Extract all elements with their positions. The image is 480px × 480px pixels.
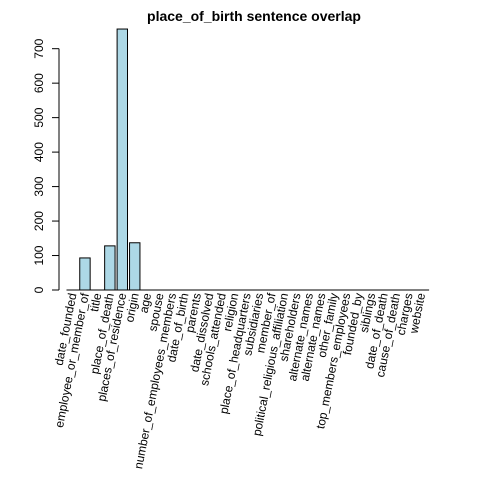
y-tick-label: 0	[32, 286, 46, 293]
bars-group	[66, 28, 430, 291]
y-tick-label: 300	[32, 176, 46, 196]
bar-employee-or-member-of	[79, 257, 91, 291]
x-tick-label: origin	[122, 292, 141, 323]
y-tick-label: 100	[32, 245, 46, 265]
bar-places-of-residence	[116, 28, 128, 291]
x-tick-label: title	[87, 292, 104, 313]
x-tick-label: age	[137, 292, 155, 315]
category-labels: date_foundedemployee_or_member_oftitlepl…	[52, 291, 428, 470]
bar-place-of-death	[104, 245, 116, 291]
y-tick-label: 700	[32, 38, 46, 58]
bar-origin	[129, 242, 141, 291]
y-tick-label: 500	[32, 107, 46, 127]
chart-title: place_of_birth sentence overlap	[147, 8, 361, 24]
y-tick-label: 400	[32, 142, 46, 162]
y-axis: 0 100 200 300 400 500 600 700	[32, 38, 60, 293]
y-tick-label: 600	[32, 73, 46, 93]
y-tick-label: 200	[32, 211, 46, 231]
